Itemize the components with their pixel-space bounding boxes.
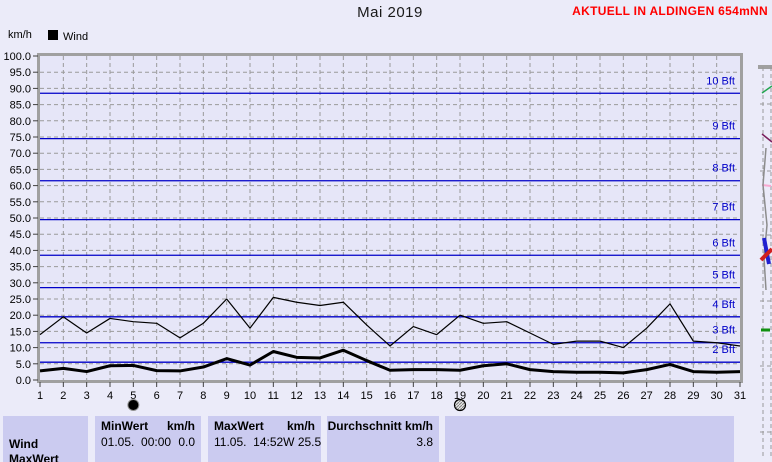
svg-text:28: 28 — [664, 390, 676, 402]
minwert-unit: km/h — [166, 419, 195, 433]
svg-text:18: 18 — [431, 390, 443, 402]
purple-line — [761, 133, 772, 143]
svg-text:7: 7 — [177, 390, 183, 402]
empty-cell — [445, 416, 734, 462]
svg-text:24: 24 — [571, 390, 583, 402]
svg-text:50.0: 50.0 — [10, 213, 31, 225]
new-moon-icon — [127, 399, 140, 411]
maxwert-unit: km/h — [286, 419, 315, 433]
svg-text:1: 1 — [37, 390, 43, 402]
minwert-value: 0.0 — [178, 435, 195, 449]
full-moon-icon — [453, 398, 467, 412]
svg-text:6: 6 — [154, 390, 160, 402]
svg-text:8: 8 — [200, 390, 206, 402]
chart-frame — [37, 53, 743, 383]
svg-text:30.0: 30.0 — [10, 278, 31, 290]
x-axis: 1 2 3 4 5 6 7 8 9 10 11 12 13 14 15 16 17 18 19 20 21 22 23 24 2… — [37, 382, 746, 402]
row-label-wind: Wind — [9, 437, 39, 451]
svg-text:26: 26 — [617, 390, 629, 402]
svg-text:25: 25 — [594, 390, 606, 402]
svg-text:90.0: 90.0 — [10, 83, 31, 95]
svg-text:2: 2 — [60, 390, 66, 402]
svg-text:70.0: 70.0 — [10, 148, 31, 160]
svg-text:27: 27 — [641, 390, 653, 402]
beaufort-label: 9 Bft — [712, 121, 735, 133]
red-line — [759, 247, 772, 262]
gray-line — [762, 147, 768, 291]
durchschnitt-value: 3.8 — [416, 435, 433, 449]
svg-text:75.0: 75.0 — [10, 132, 31, 144]
svg-text:20: 20 — [477, 390, 489, 402]
beaufort-label: 3 Bft — [712, 325, 735, 337]
svg-text:22: 22 — [524, 390, 536, 402]
svg-text:20.0: 20.0 — [10, 310, 31, 322]
svg-text:100.0: 100.0 — [3, 51, 31, 63]
svg-text:45.0: 45.0 — [10, 229, 31, 241]
durchschnitt-cell: Durchschnitt km/h 3.8 — [327, 416, 439, 462]
beaufort-label: 7 Bft — [712, 202, 735, 214]
svg-text:5: 5 — [130, 390, 136, 402]
svg-text:16: 16 — [384, 390, 396, 402]
svg-text:55.0: 55.0 — [10, 197, 31, 209]
svg-text:65.0: 65.0 — [10, 164, 31, 176]
svg-text:5.0: 5.0 — [16, 359, 31, 371]
legend-swatch — [48, 30, 58, 40]
minwert-datetime: 01.05. 00:00 — [101, 435, 172, 449]
blue-line — [762, 237, 771, 265]
svg-text:10.0: 10.0 — [10, 343, 31, 355]
maxwert-value: W 25.5 — [283, 435, 321, 449]
beaufort-label: 6 Bft — [712, 237, 735, 249]
maxwert-cell: MaxWert km/h 11.05. 14:52 W 25.5 — [208, 416, 321, 462]
wind-series-line — [39, 348, 741, 375]
svg-text:31: 31 — [734, 390, 746, 402]
svg-text:85.0: 85.0 — [10, 100, 31, 112]
svg-text:14: 14 — [337, 390, 349, 402]
svg-text:95.0: 95.0 — [10, 67, 31, 79]
beaufort-label: 4 Bft — [712, 299, 735, 311]
durchschnitt-header: Durchschnitt km/h — [327, 419, 433, 433]
beaufort-lines: 2 Bft 3 Bft 4 Bft 5 Bft 6 Bft 7 Bft 8 Bft 9 Bft… — [40, 75, 740, 363]
svg-text:21: 21 — [501, 390, 513, 402]
beaufort-label: 5 Bft — [712, 270, 735, 282]
svg-text:15: 15 — [361, 390, 373, 402]
maxwert-header: MaxWert — [214, 419, 264, 433]
beaufort-label: 8 Bft — [712, 163, 735, 175]
wind-chart: 2 Bft 3 Bft 4 Bft 5 Bft 6 Bft 7 Bft 8 Bft 9 Bft… — [3, 29, 746, 412]
beaufort-label: 2 Bft — [712, 344, 735, 356]
green-line — [761, 85, 772, 94]
svg-text:17: 17 — [407, 390, 419, 402]
page-title: Mai 2019 — [357, 4, 423, 21]
svg-text:9: 9 — [224, 390, 230, 402]
station-banner: AKTUELL IN ALDINGEN 654mNN — [572, 4, 768, 18]
svg-text:60.0: 60.0 — [10, 181, 31, 193]
svg-text:25.0: 25.0 — [10, 294, 31, 306]
maxwert-datetime: 11.05. 14:52 — [214, 435, 284, 449]
svg-text:35.0: 35.0 — [10, 262, 31, 274]
svg-text:15.0: 15.0 — [10, 326, 31, 338]
svg-text:40.0: 40.0 — [10, 245, 31, 257]
adjacent-chart-sliver — [758, 65, 772, 458]
maxwert-series-line — [39, 296, 741, 349]
svg-text:80.0: 80.0 — [10, 116, 31, 128]
svg-text:12: 12 — [291, 390, 303, 402]
minwert-cell: MinWert km/h 01.05. 00:00 0.0 — [95, 416, 201, 462]
table-row-label-cell: Wind MaxWert — [3, 416, 88, 462]
svg-text:19: 19 — [454, 390, 466, 402]
svg-text:11: 11 — [268, 390, 279, 402]
minwert-header: MinWert — [101, 419, 149, 433]
svg-text:10: 10 — [244, 390, 256, 402]
row-label-maxwert-clipped: MaxWert — [9, 452, 59, 462]
svg-text:4: 4 — [107, 390, 113, 402]
gridlines — [40, 56, 740, 380]
beaufort-label: 10 Bft — [706, 75, 735, 87]
svg-text:3: 3 — [84, 390, 90, 402]
legend-label: Wind — [63, 31, 88, 43]
svg-text:30: 30 — [711, 390, 723, 402]
y-axis: 0.0 5.0 10.0 15.0 20.0 25.0 30.0 35.0 40.0 45.0 50… — [3, 51, 38, 387]
svg-text:29: 29 — [687, 390, 699, 402]
svg-text:13: 13 — [314, 390, 326, 402]
svg-text:0.0: 0.0 — [16, 375, 31, 387]
y-axis-unit: km/h — [8, 29, 32, 41]
svg-text:23: 23 — [547, 390, 559, 402]
